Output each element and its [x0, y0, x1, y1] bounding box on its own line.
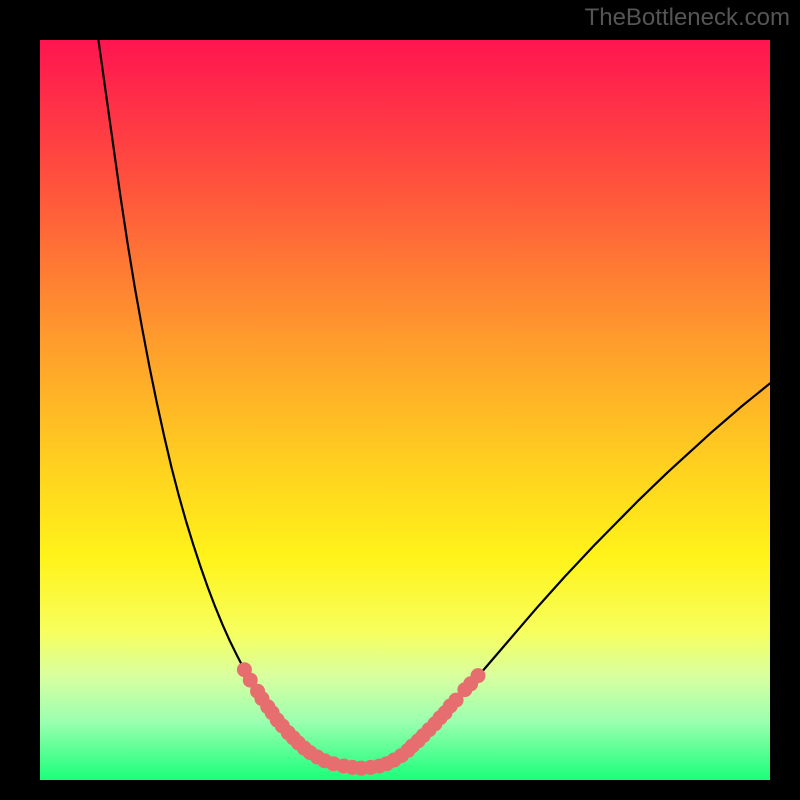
plot-svg: [40, 40, 770, 780]
chart-container: TheBottleneck.com: [0, 0, 800, 800]
gradient-background: [40, 40, 770, 780]
watermark-text: TheBottleneck.com: [585, 4, 790, 32]
data-dot: [471, 668, 486, 683]
plot-area: [40, 40, 770, 780]
